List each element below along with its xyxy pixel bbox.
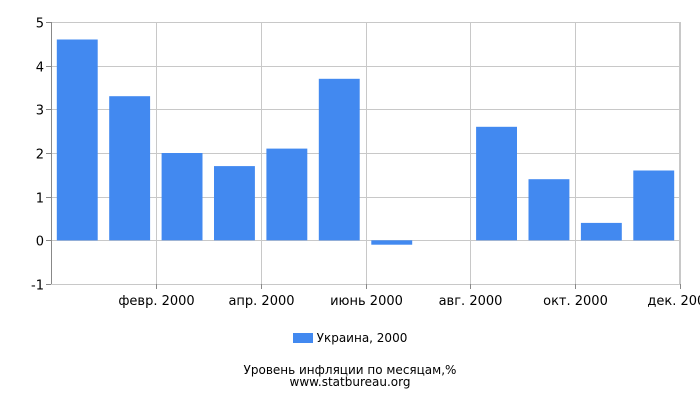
y-tick-label: -1	[31, 279, 44, 294]
bar	[266, 148, 308, 241]
legend: Украина, 2000	[0, 331, 700, 345]
bars	[56, 39, 675, 245]
x-tick-label: февр. 2000	[118, 294, 194, 309]
x-tick-label: окт. 2000	[543, 294, 608, 309]
y-tick-label: 5	[36, 17, 44, 32]
grid-lines	[51, 22, 681, 285]
y-tick-label: 1	[36, 192, 44, 207]
bar	[476, 126, 517, 241]
x-tick-label: дек. 2000	[647, 294, 700, 309]
y-tick-label: 2	[36, 148, 44, 163]
bar	[633, 170, 675, 241]
chart-title: Уровень инфляции по месяцам,%	[243, 363, 457, 377]
bar	[318, 78, 360, 241]
bar	[580, 222, 622, 241]
x-tick-label: июнь 2000	[330, 294, 403, 309]
x-tick-label: апр. 2000	[228, 294, 294, 309]
inflation-bar-chart: -1 0 1 2 3 4 5 февр. 2000 апр. 2000 июнь 2000 авг…	[31, 17, 700, 310]
legend-swatch	[292, 333, 313, 343]
bar	[161, 153, 203, 241]
x-tick-label: авг. 2000	[439, 294, 503, 309]
bar	[109, 96, 151, 241]
bar	[214, 166, 255, 241]
legend-label: Украина, 2000	[316, 331, 408, 345]
bar	[56, 39, 98, 241]
source-url: www.statbureau.org	[289, 375, 411, 389]
y-tick-label: 3	[36, 104, 44, 119]
bar	[371, 240, 413, 245]
x-axis: февр. 2000 апр. 2000 июнь 2000 авг. 2000 окт…	[118, 284, 700, 309]
y-tick-label: 4	[36, 61, 44, 76]
y-tick-label: 0	[36, 235, 44, 250]
bar	[528, 179, 570, 241]
y-axis: -1 0 1 2 3 4 5	[31, 17, 52, 294]
